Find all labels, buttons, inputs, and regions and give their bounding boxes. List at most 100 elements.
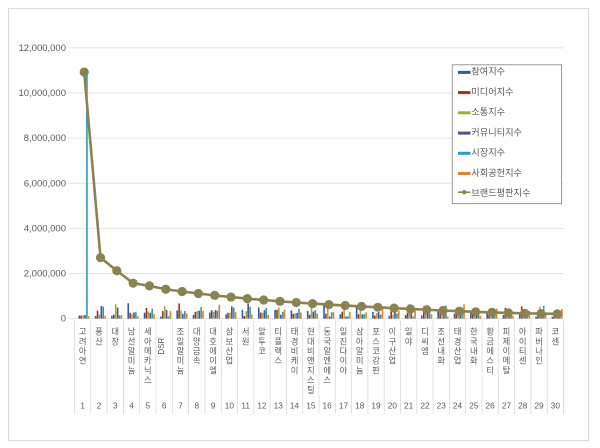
svg-text:0: 0 bbox=[60, 314, 65, 325]
svg-text:원: 원 bbox=[241, 336, 249, 346]
svg-text:보: 보 bbox=[225, 336, 233, 346]
svg-text:22: 22 bbox=[420, 401, 430, 411]
svg-text:11: 11 bbox=[241, 401, 250, 411]
svg-text:양: 양 bbox=[192, 336, 200, 346]
svg-text:15: 15 bbox=[306, 401, 316, 411]
svg-text:일: 일 bbox=[339, 327, 347, 337]
svg-text:산: 산 bbox=[225, 346, 233, 356]
svg-text:남: 남 bbox=[127, 327, 135, 337]
svg-text:스: 스 bbox=[486, 356, 494, 366]
svg-text:아: 아 bbox=[78, 346, 86, 356]
svg-text:케: 케 bbox=[290, 356, 298, 366]
svg-text:업: 업 bbox=[453, 356, 461, 366]
svg-text:3: 3 bbox=[112, 401, 117, 411]
svg-text:비: 비 bbox=[290, 346, 298, 356]
svg-text:한: 한 bbox=[470, 327, 478, 337]
svg-text:8,000,000: 8,000,000 bbox=[23, 133, 65, 144]
svg-text:이: 이 bbox=[518, 336, 526, 346]
svg-text:속: 속 bbox=[192, 356, 200, 366]
svg-text:10,000,000: 10,000,000 bbox=[18, 88, 66, 99]
svg-text:버: 버 bbox=[535, 336, 543, 346]
svg-text:연: 연 bbox=[78, 356, 86, 366]
svg-text:구: 구 bbox=[388, 336, 396, 346]
svg-text:28: 28 bbox=[518, 401, 528, 411]
svg-text:산: 산 bbox=[388, 346, 396, 356]
svg-text:늄: 늄 bbox=[176, 365, 184, 375]
svg-text:소통지수: 소통지수 bbox=[471, 107, 505, 117]
svg-text:21: 21 bbox=[404, 401, 414, 411]
svg-text:씨: 씨 bbox=[421, 336, 429, 346]
svg-text:화: 화 bbox=[470, 356, 478, 366]
svg-text:강: 강 bbox=[372, 356, 380, 366]
svg-text:4,000,000: 4,000,000 bbox=[23, 224, 65, 235]
svg-text:삼: 삼 bbox=[225, 327, 233, 337]
svg-text:티: 티 bbox=[274, 327, 282, 337]
svg-text:티: 티 bbox=[486, 365, 494, 375]
svg-text:경: 경 bbox=[290, 336, 298, 346]
svg-text:에: 에 bbox=[209, 346, 217, 356]
svg-text:야: 야 bbox=[404, 336, 412, 346]
svg-text:현: 현 bbox=[307, 327, 315, 337]
svg-text:4: 4 bbox=[129, 401, 134, 411]
svg-text:에: 에 bbox=[323, 365, 331, 375]
svg-text:태: 태 bbox=[453, 327, 461, 337]
svg-text:투: 투 bbox=[258, 336, 266, 346]
svg-text:대: 대 bbox=[192, 327, 200, 337]
svg-text:12,000,000: 12,000,000 bbox=[18, 43, 66, 54]
svg-text:커뮤니티지수: 커뮤니티지수 bbox=[471, 127, 522, 137]
svg-text:제: 제 bbox=[502, 336, 510, 346]
svg-text:2: 2 bbox=[96, 401, 101, 411]
svg-text:국: 국 bbox=[470, 336, 478, 346]
svg-text:산: 산 bbox=[95, 336, 103, 346]
svg-text:내: 내 bbox=[470, 346, 478, 356]
svg-text:알: 알 bbox=[323, 346, 331, 356]
svg-text:14: 14 bbox=[289, 401, 299, 411]
svg-text:브랜드평판지수: 브랜드평판지수 bbox=[471, 188, 530, 198]
svg-text:늄: 늄 bbox=[355, 365, 363, 375]
svg-text:미: 미 bbox=[127, 356, 135, 366]
svg-text:24: 24 bbox=[452, 401, 462, 411]
svg-text:29: 29 bbox=[534, 401, 544, 411]
svg-text:일: 일 bbox=[404, 327, 412, 337]
svg-text:26: 26 bbox=[485, 401, 495, 411]
svg-text:포: 포 bbox=[372, 327, 380, 337]
svg-text:코: 코 bbox=[551, 327, 559, 337]
svg-text:센: 센 bbox=[518, 356, 526, 366]
svg-text:19: 19 bbox=[371, 401, 381, 411]
svg-text:탈: 탈 bbox=[502, 365, 510, 375]
svg-text:경: 경 bbox=[453, 336, 461, 346]
svg-text:피: 피 bbox=[502, 327, 510, 337]
svg-text:지: 지 bbox=[307, 365, 315, 375]
svg-text:이: 이 bbox=[502, 346, 510, 356]
svg-text:7: 7 bbox=[178, 401, 183, 411]
svg-text:18: 18 bbox=[355, 401, 365, 411]
svg-text:코: 코 bbox=[258, 346, 266, 356]
svg-text:알: 알 bbox=[258, 327, 266, 337]
svg-text:스: 스 bbox=[307, 375, 315, 385]
svg-text:국: 국 bbox=[323, 336, 331, 346]
svg-text:아: 아 bbox=[355, 336, 363, 346]
svg-text:닉: 닉 bbox=[144, 365, 152, 375]
svg-text:려: 려 bbox=[78, 336, 86, 346]
svg-text:산: 산 bbox=[453, 346, 461, 356]
svg-text:조: 조 bbox=[437, 327, 445, 337]
svg-text:내: 내 bbox=[437, 346, 445, 356]
svg-text:이: 이 bbox=[388, 327, 396, 337]
svg-text:인: 인 bbox=[535, 356, 543, 366]
svg-text:17: 17 bbox=[338, 401, 348, 411]
svg-text:금: 금 bbox=[192, 346, 200, 356]
svg-text:태: 태 bbox=[290, 327, 298, 337]
svg-text:티: 티 bbox=[518, 346, 526, 356]
svg-text:6,000,000: 6,000,000 bbox=[23, 178, 65, 189]
svg-text:동: 동 bbox=[323, 327, 331, 337]
svg-text:황: 황 bbox=[486, 327, 494, 337]
svg-text:플: 플 bbox=[274, 336, 282, 346]
svg-text:진: 진 bbox=[339, 336, 347, 346]
svg-text:30: 30 bbox=[550, 401, 560, 411]
svg-text:금: 금 bbox=[486, 336, 494, 346]
svg-text:DSR: DSR bbox=[157, 338, 166, 355]
svg-text:화: 화 bbox=[437, 356, 445, 366]
svg-text:27: 27 bbox=[501, 401, 511, 411]
svg-text:아: 아 bbox=[144, 336, 152, 346]
svg-text:메: 메 bbox=[144, 346, 152, 356]
